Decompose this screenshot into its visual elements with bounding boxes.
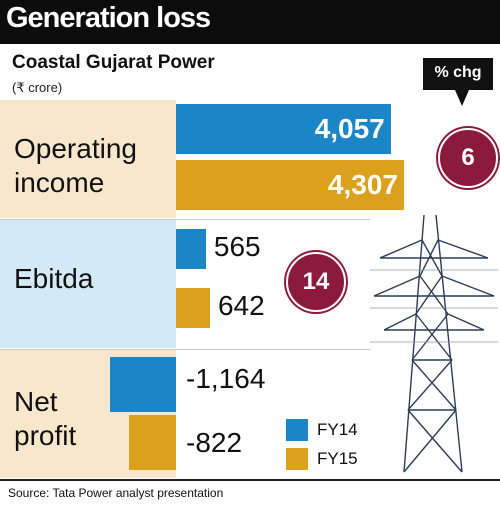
pct-change-badge: 14 <box>286 252 346 312</box>
pct-change-callout-tail <box>455 90 469 106</box>
row-band <box>0 220 176 348</box>
bar-fy15 <box>129 415 176 470</box>
data-label: 642 <box>217 290 265 321</box>
data-label: 4,057 <box>314 113 385 144</box>
pylon-illustration <box>370 214 498 473</box>
legend-label-fy15: FY15 <box>317 449 358 468</box>
bar-fy15 <box>176 288 210 328</box>
unit-label: (₹ crore) <box>12 80 63 95</box>
row-band <box>0 100 176 218</box>
bar-fy14 <box>110 357 176 412</box>
chart-subtitle: Coastal Gujarat Power <box>12 52 215 73</box>
legend-label-fy14: FY14 <box>317 420 358 439</box>
pct-change-callout: % chg <box>423 58 493 90</box>
row-divider <box>0 219 370 220</box>
category-label: Net profit <box>14 386 77 451</box>
category-label: Ebitda <box>14 263 94 294</box>
header-bar: Generation loss <box>0 0 500 44</box>
source-note: Source: Tata Power analyst presentation <box>8 486 224 500</box>
category-label: Operating income <box>14 133 137 198</box>
bar-fy14 <box>176 104 391 154</box>
bar-fy15 <box>176 160 404 210</box>
pct-change-badge: 6 <box>438 128 498 188</box>
footer-rule <box>0 479 500 481</box>
legend-swatch-fy14 <box>286 419 308 441</box>
row-divider <box>0 349 370 350</box>
legend-swatch-fy15 <box>286 448 308 470</box>
bar-fy14 <box>176 229 206 269</box>
data-label: -1,164 <box>186 363 266 394</box>
data-label: 565 <box>213 231 261 262</box>
data-label: -822 <box>186 427 243 458</box>
chart-title: Generation loss <box>6 2 211 34</box>
data-label: 4,307 <box>327 169 398 200</box>
